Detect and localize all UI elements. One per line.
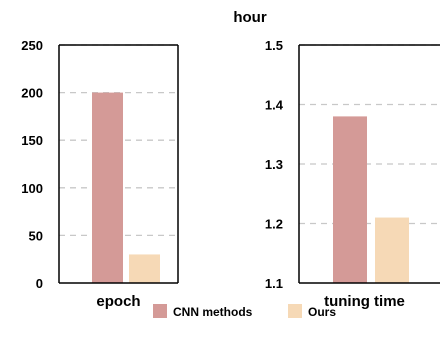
legend-label-cnn-methods: CNN methods: [173, 305, 253, 319]
x-axis-title: tuning time: [324, 293, 405, 310]
y-tick-label: 1.3: [265, 157, 283, 172]
legend-swatch-cnn-methods: [153, 304, 167, 318]
y-tick-label: 1.1: [265, 276, 283, 291]
bar-ours: [375, 217, 409, 283]
x-axis-title: epoch: [96, 293, 140, 310]
chart-panel-1: 0 50 100 150 200 250 epoch: [21, 38, 179, 310]
chart-panel-2: 1.1 1.2 1.3 1.4 1.5 tuning time hour: [233, 9, 440, 310]
bar-cnn-methods: [333, 116, 367, 284]
y-axis-unit-label: hour: [233, 9, 266, 26]
legend: CNN methods Ours: [153, 304, 336, 319]
legend-label-ours: Ours: [308, 305, 336, 319]
y-tick-label: 1.4: [265, 98, 284, 113]
y-tick-label: 1.2: [265, 217, 283, 232]
y-tick-label: 250: [21, 38, 43, 53]
y-tick-label: 150: [21, 133, 43, 148]
bar-cnn-methods: [92, 92, 123, 283]
y-tick-label: 200: [21, 86, 43, 101]
bar-ours: [129, 254, 160, 283]
legend-swatch-ours: [288, 304, 302, 318]
y-tick-label: 1.5: [265, 38, 283, 53]
y-tick-label: 100: [21, 181, 43, 196]
y-tick-label: 50: [29, 228, 43, 243]
y-tick-label: 0: [36, 276, 43, 291]
